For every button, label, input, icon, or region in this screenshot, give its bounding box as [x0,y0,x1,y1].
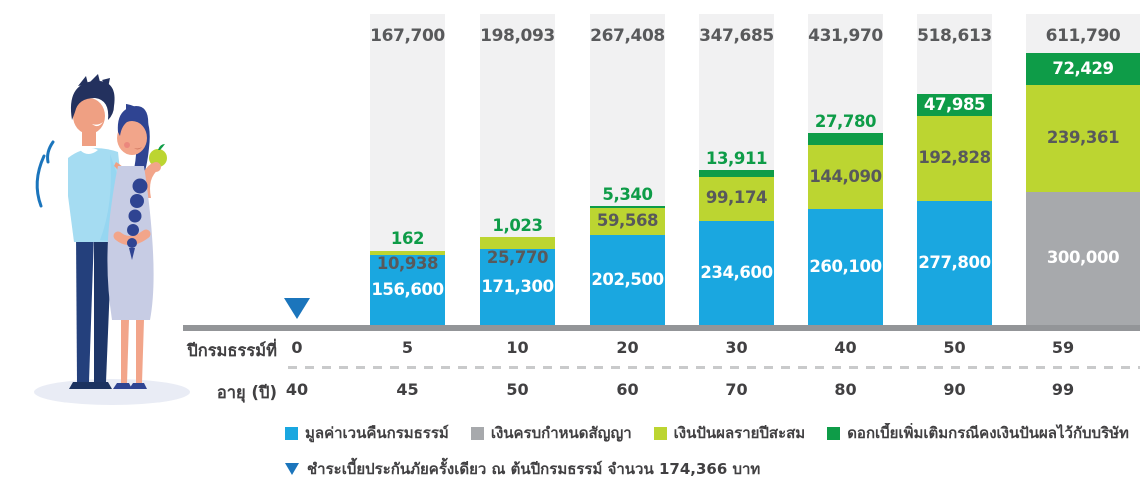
segment-surrender-value [917,201,992,325]
segment-maturity-value [1026,191,1140,325]
segment-surrender-value [590,234,665,325]
x-axis-line [183,325,1140,331]
label-dividend-value: 10,938 [376,254,439,274]
age-tick: 40 [285,380,309,399]
label-dividend-value: 25,770 [486,247,549,267]
segment-interest-value [808,132,883,146]
segment-interest-value [917,94,992,116]
legend-swatch-dividend-icon [653,426,667,440]
age-tick: 90 [943,380,966,399]
age-tick: 50 [506,380,529,399]
age-row-label: อายุ (ปี) [216,383,277,402]
bar-total-label: 518,613 [917,26,992,46]
legend-swatch-maturity-icon [470,426,484,440]
legend-swatch-interest-icon [827,426,841,440]
policy-year-tick: 50 [943,338,966,357]
label-dividend-value: 59,568 [596,211,659,231]
axis-row-divider [288,366,1140,369]
label-interest-value: 72,429 [1052,58,1114,78]
policy-year-tick: 20 [616,338,639,357]
label-surrender-value: 171,300 [481,276,554,296]
legend: มูลค่าเวนคืนกรมธรรม์ เงินครบกำหนดสัญญา เงิ… [285,423,1140,443]
label-surrender-value: 260,100 [809,256,882,276]
policy-year-tick: 40 [834,338,857,357]
policy-year-row-label: ปีกรมธรรม์ที่ [187,341,277,360]
legend-item-surrender: มูลค่าเวนคืนกรมธรรม์ [285,423,449,443]
legend-item-interest: ดอกเบี้ยเพิ่มเติมกรณีคงเงินปันผลไว้กับบร… [827,423,1129,443]
segment-dividend-value [808,145,883,210]
segment-surrender-value [808,209,883,325]
segment-surrender-value [370,255,445,325]
legend-label-dividend: เงินปันผลรายปีสะสม [673,424,806,442]
segment-interest-value [1026,53,1140,86]
segment-interest-value [590,206,665,209]
segment-surrender-value [699,220,774,325]
segment-dividend-value [1026,85,1140,192]
policy-year-tick: 10 [506,338,529,357]
legend-label-maturity: เงินครบกำหนดสัญญา [490,424,632,442]
policy-year-tick: 30 [725,338,748,357]
age-tick: 80 [834,380,857,399]
label-maturity-value: 300,000 [1046,248,1120,268]
bar-total-label: 431,970 [808,26,883,46]
label-dividend-value: 239,361 [1046,128,1120,148]
bar-total-label: 611,790 [1045,26,1121,46]
legend-swatch-surrender-icon [285,426,298,440]
segment-dividend-value [699,176,774,221]
age-tick: 45 [396,380,419,399]
label-interest-value: 5,340 [602,184,653,204]
bar-total-label: 198,093 [480,26,555,46]
policy-year-tick: 59 [1051,338,1075,357]
label-interest-value: 27,780 [814,111,877,131]
segment-interest-value [699,170,774,177]
policy-year-tick: 0 [291,338,303,357]
legend-item-dividend: เงินปันผลรายปีสะสม [653,423,806,443]
premium-note: ชำระเบี้ยประกันภัยครั้งเดียว ณ ต้นปีกรมธ… [285,457,760,481]
label-interest-value: 13,911 [705,149,768,169]
age-tick: 99 [1051,380,1075,399]
segment-dividend-value [917,115,992,202]
label-interest-value: 1,023 [492,216,543,236]
label-surrender-value: 234,600 [700,262,773,282]
label-surrender-value: 277,800 [918,252,991,272]
couple-illustration [34,74,190,405]
segment-dividend-value [480,237,555,249]
premium-note-triangle-icon [285,463,299,475]
legend-label-surrender: มูลค่าเวนคืนกรมธรรม์ [305,424,449,442]
label-dividend-value: 99,174 [705,188,768,208]
segment-surrender-value [480,248,555,325]
label-dividend-value: 192,828 [918,148,991,168]
label-surrender-value: 202,500 [591,269,664,289]
premium-note-text: ชำระเบี้ยประกันภัยครั้งเดียว ณ ต้นปีกรมธ… [307,460,761,478]
segment-dividend-value [370,250,445,256]
bar-total-label: 267,408 [590,26,665,46]
legend-label-interest: ดอกเบี้ยเพิ่มเติมกรณีคงเงินปันผลไว้กับบร… [847,424,1129,442]
legend-item-maturity: เงินครบกำหนดสัญญา [470,423,632,443]
label-surrender-value: 156,600 [371,279,444,299]
bar-total-label: 167,700 [370,26,445,46]
premium-marker-triangle-icon [284,298,310,319]
label-interest-value: 162 [390,229,425,249]
label-dividend-value: 144,090 [809,167,882,187]
segment-dividend-value [590,208,665,235]
bar-total-label: 347,685 [699,26,774,46]
age-tick: 60 [616,380,639,399]
age-tick: 70 [725,380,748,399]
label-interest-value: 47,985 [923,94,986,114]
policy-year-tick: 5 [401,338,414,357]
